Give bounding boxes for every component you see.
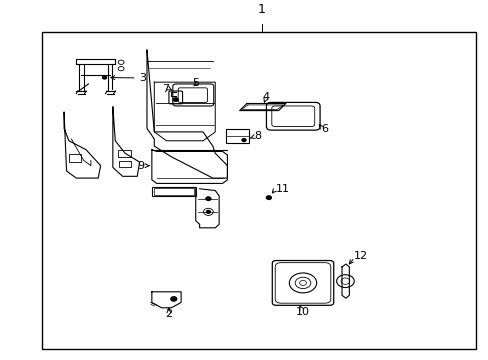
- Bar: [42, 32, 475, 348]
- Bar: [225, 129, 249, 143]
- Bar: [152, 187, 195, 196]
- Bar: [154, 188, 193, 195]
- Text: 11: 11: [276, 184, 289, 194]
- Circle shape: [205, 197, 210, 201]
- Text: 10: 10: [295, 307, 309, 317]
- Text: 3: 3: [140, 73, 146, 83]
- Circle shape: [266, 196, 271, 199]
- Text: 12: 12: [353, 251, 367, 261]
- Circle shape: [206, 211, 210, 213]
- Text: 9: 9: [137, 161, 144, 171]
- Bar: [118, 150, 131, 157]
- Circle shape: [102, 76, 106, 79]
- Circle shape: [242, 139, 245, 141]
- Text: 1: 1: [257, 4, 265, 17]
- Text: 7: 7: [162, 84, 168, 94]
- Text: 6: 6: [321, 124, 328, 134]
- Text: 5: 5: [192, 78, 199, 88]
- Circle shape: [173, 98, 178, 102]
- Text: 4: 4: [263, 92, 269, 102]
- Text: 2: 2: [165, 309, 172, 319]
- Bar: [119, 161, 131, 167]
- Circle shape: [170, 297, 176, 301]
- Bar: [69, 154, 81, 162]
- Text: 8: 8: [254, 131, 261, 141]
